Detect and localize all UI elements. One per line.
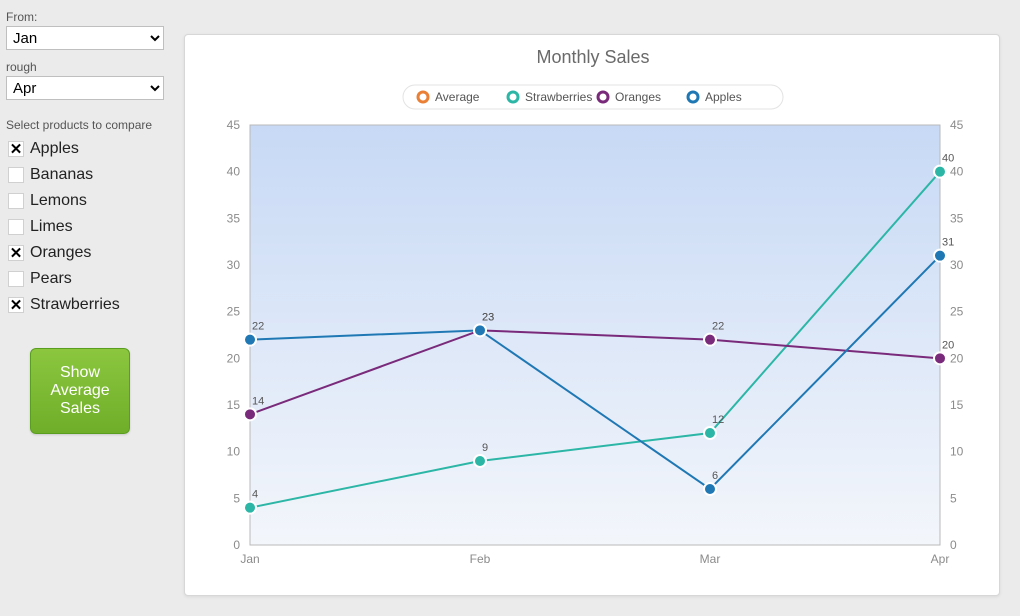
legend-marker-average [418,92,428,102]
product-label: Strawberries [30,296,120,314]
y-tick-left: 15 [227,398,241,412]
point-label: 14 [252,395,264,407]
point-label: 22 [712,321,724,333]
series-point-strawberries[interactable] [934,166,946,178]
series-point-apples[interactable] [934,250,946,262]
series-point-oranges[interactable] [244,408,256,420]
y-tick-right: 40 [950,165,964,179]
product-checkbox-bananas[interactable]: Bananas [8,162,172,188]
y-tick-right: 20 [950,351,964,365]
point-label: 40 [942,153,954,165]
checkbox-icon: ✕ [8,245,24,261]
series-point-apples[interactable] [474,324,486,336]
product-checkbox-strawberries[interactable]: ✕ Strawberries [8,292,172,318]
y-tick-right: 30 [950,258,964,272]
y-tick-left: 35 [227,211,241,225]
y-tick-left: 30 [227,258,241,272]
product-checkbox-oranges[interactable]: ✕ Oranges [8,240,172,266]
product-label: Pears [30,270,72,288]
product-label: Limes [30,218,73,236]
point-label: 31 [942,237,954,249]
x-tick: Mar [700,552,721,566]
product-checklist: ✕ Apples Bananas Lemons Limes ✕ Oranges Pears ✕ S… [8,136,172,318]
x-tick: Jan [240,552,259,566]
legend-marker-oranges [598,92,608,102]
y-tick-right: 15 [950,398,964,412]
series-point-strawberries[interactable] [474,455,486,467]
product-checkbox-limes[interactable]: Limes [8,214,172,240]
y-tick-left: 45 [227,118,241,132]
point-label: 6 [712,470,718,482]
checkbox-icon [8,271,24,287]
series-point-apples[interactable] [244,334,256,346]
checkbox-icon: ✕ [8,141,24,157]
series-point-strawberries[interactable] [244,502,256,514]
series-point-strawberries[interactable] [704,427,716,439]
y-tick-right: 35 [950,211,964,225]
through-label: rough [6,60,172,74]
point-label: 20 [942,339,954,351]
legend-label-strawberries: Strawberries [525,90,592,104]
point-label: 4 [252,489,258,501]
legend-label-oranges: Oranges [615,90,661,104]
point-label: 12 [712,414,724,426]
show-average-sales-button[interactable]: ShowAverageSales [30,348,130,434]
from-select[interactable]: Jan [6,26,164,50]
point-label: 22 [252,321,264,333]
from-label: From: [6,10,172,24]
y-tick-left: 0 [233,538,240,552]
checkbox-icon [8,219,24,235]
point-label: 9 [482,442,488,454]
series-point-apples[interactable] [704,483,716,495]
y-tick-left: 5 [233,491,240,505]
product-label: Oranges [30,244,91,262]
checkbox-icon [8,167,24,183]
y-tick-right: 0 [950,538,957,552]
series-point-oranges[interactable] [934,352,946,364]
point-label: 23 [482,311,494,323]
y-tick-left: 40 [227,165,241,179]
checkbox-icon [8,193,24,209]
sidebar: From: Jan rough Apr Select products to c… [0,0,180,442]
chart-title: Monthly Sales [536,47,649,67]
product-label: Lemons [30,192,87,210]
x-tick: Feb [470,552,491,566]
y-tick-left: 25 [227,305,241,319]
y-tick-right: 5 [950,491,957,505]
product-label: Apples [30,140,79,158]
y-tick-right: 10 [950,445,964,459]
chart-card: Monthly Sales005510101515202025253030353… [184,34,1000,596]
x-tick: Apr [931,552,950,566]
monthly-sales-chart: Monthly Sales005510101515202025253030353… [185,35,1001,597]
y-tick-right: 25 [950,305,964,319]
y-tick-left: 20 [227,351,241,365]
product-checkbox-pears[interactable]: Pears [8,266,172,292]
legend-label-apples: Apples [705,90,742,104]
through-select[interactable]: Apr [6,76,164,100]
y-tick-left: 10 [227,445,241,459]
legend-label-average: Average [435,90,480,104]
product-label: Bananas [30,166,93,184]
legend-marker-strawberries [508,92,518,102]
series-point-oranges[interactable] [704,334,716,346]
y-tick-right: 45 [950,118,964,132]
checkbox-icon: ✕ [8,297,24,313]
product-checkbox-lemons[interactable]: Lemons [8,188,172,214]
legend-marker-apples [688,92,698,102]
product-checkbox-apples[interactable]: ✕ Apples [8,136,172,162]
compare-label: Select products to compare [6,118,172,132]
